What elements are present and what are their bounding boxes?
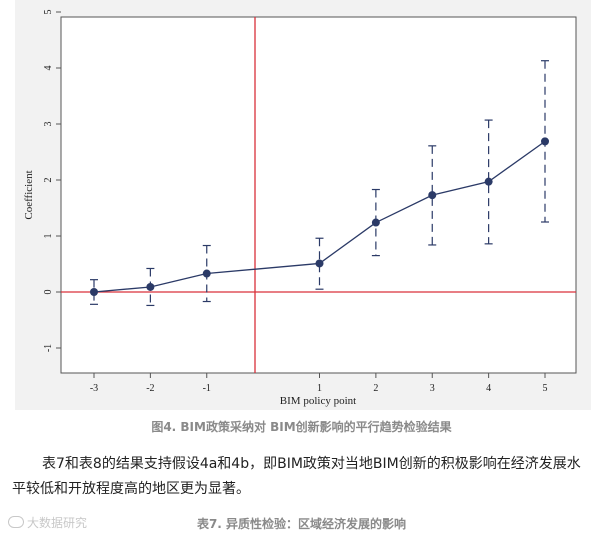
data-point	[371, 218, 380, 227]
y-tick-label: -1	[43, 344, 54, 352]
watermark-logo-icon	[8, 516, 24, 528]
plot-area	[60, 16, 577, 374]
y-axis-label: Coefficient	[23, 170, 35, 219]
y-tick-label: 1	[43, 234, 54, 239]
x-tick-label: -1	[203, 383, 211, 394]
watermark: 大数据研究	[8, 514, 87, 531]
x-tick-label: 5	[543, 383, 548, 394]
y-tick-label: 5	[43, 10, 54, 15]
x-tick-label: 1	[317, 383, 322, 394]
x-axis-label: BIM policy point	[280, 395, 356, 407]
x-tick-label: 3	[430, 383, 435, 394]
x-tick-label: 4	[486, 383, 491, 394]
y-tick-label: 3	[43, 122, 54, 127]
table-caption: 表7. 异质性检验：区域经济发展的影响	[196, 517, 407, 531]
x-tick-label: -2	[146, 383, 154, 394]
y-tick-label: 4	[43, 66, 54, 71]
data-point	[315, 259, 324, 268]
y-tick-label: 0	[43, 290, 54, 295]
data-point	[428, 191, 437, 200]
data-point	[146, 282, 155, 291]
data-point	[484, 177, 493, 186]
event-study-chart: -1 0 1 2 3 4 5 -3 -2 -1 1 2 3 4 5 Coefficient BIM pol…	[23, 10, 577, 407]
chart-panel: -1 0 1 2 3 4 5 -3 -2 -1 1 2 3 4 5 Coefficient BIM pol…	[15, 0, 591, 410]
data-point	[202, 269, 211, 278]
body-paragraph: 表7和表8的结果支持假设4a和4b，即BIM政策对当地BIM创新的积极影响在经济…	[12, 456, 581, 497]
figure-caption: 图4. BIM政策采纳对 BIM创新影响的平行趋势检验结果	[151, 420, 452, 434]
data-point	[90, 288, 98, 296]
watermark-text: 大数据研究	[27, 516, 88, 530]
x-tick-label: 2	[373, 383, 378, 394]
data-point	[541, 137, 549, 146]
coefficient-line	[93, 140, 546, 293]
y-tick-label: 2	[43, 178, 54, 183]
x-tick-label: -3	[90, 383, 98, 394]
